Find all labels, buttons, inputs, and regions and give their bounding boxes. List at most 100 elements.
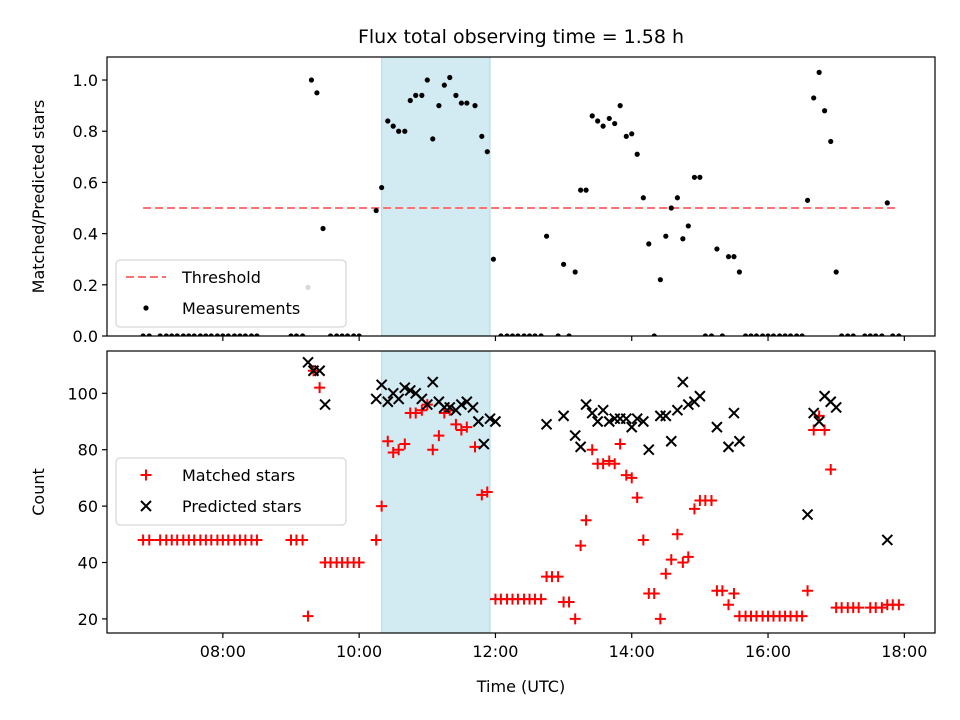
- measurement-point: [498, 333, 504, 336]
- x-tick-label: 10:00: [336, 642, 382, 661]
- y-tick-label: 0.6: [73, 173, 98, 192]
- legend-label: Threshold: [181, 268, 261, 287]
- legend: Matched stars Predicted stars: [115, 457, 347, 526]
- y-axis-label: Matched/Predicted stars: [29, 100, 48, 294]
- predicted-point: [665, 435, 677, 447]
- matched-point: [671, 528, 683, 540]
- matched-point: [297, 534, 309, 546]
- measurement-point: [600, 123, 606, 129]
- measurement-point: [543, 233, 550, 239]
- predicted-point: [626, 421, 638, 433]
- measurement-point: [845, 333, 851, 336]
- matched-point: [314, 382, 326, 394]
- matched-point: [876, 602, 888, 614]
- measurement-point: [396, 128, 402, 134]
- predicted-point: [302, 356, 314, 368]
- measurement-point: [753, 333, 760, 336]
- y-tick-label: 0.2: [73, 276, 98, 295]
- y-tick-label: 40: [78, 554, 98, 573]
- matched-point: [393, 444, 405, 456]
- measurement-point: [157, 333, 163, 336]
- measurement-point: [254, 333, 260, 336]
- measurement-point: [203, 333, 209, 336]
- predicted-point: [631, 412, 643, 425]
- matched-point: [660, 568, 672, 580]
- measurement-point: [339, 333, 345, 336]
- matched-point: [552, 571, 564, 583]
- x-tick-label: 14:00: [609, 642, 655, 661]
- measurement-point: [777, 333, 783, 336]
- predicted-point: [455, 398, 468, 411]
- measurement-point: [770, 333, 777, 336]
- measurement-point: [379, 184, 385, 191]
- measurement-point: [390, 123, 396, 129]
- predicted-point: [711, 421, 723, 433]
- legend-marker-handle: [140, 500, 152, 512]
- matched-point: [728, 588, 740, 600]
- measurement-point: [146, 333, 152, 336]
- predicted-point: [478, 438, 490, 450]
- matched-point: [802, 585, 814, 597]
- measurement-point: [794, 333, 800, 336]
- matched-point: [302, 610, 314, 622]
- measurement-point: [583, 187, 589, 193]
- measurement-point: [334, 333, 340, 336]
- matched-point: [620, 469, 632, 481]
- measurement-point: [578, 187, 584, 193]
- matched-point: [682, 551, 694, 563]
- matched-point: [382, 435, 394, 447]
- measurement-point: [351, 333, 357, 336]
- predicted-point: [807, 407, 820, 419]
- measurement-point: [484, 149, 490, 155]
- measurement-point: [651, 333, 657, 336]
- predicted-point: [603, 415, 615, 428]
- y-axis-label: Count: [29, 468, 48, 516]
- predicted-point: [643, 443, 655, 456]
- matched-point: [461, 421, 473, 433]
- legend-marker-handle: [143, 305, 149, 311]
- measurement-point: [697, 174, 703, 180]
- matched-point: [631, 492, 643, 504]
- matched-point: [399, 438, 411, 450]
- series-matched-stars: [137, 365, 905, 625]
- matched-point: [808, 424, 820, 436]
- measurement-point: [725, 254, 732, 260]
- measurement-point: [504, 333, 510, 336]
- predicted-point: [654, 410, 667, 422]
- series-predicted-stars: [302, 356, 894, 546]
- measurement-point: [214, 333, 220, 336]
- measurement-point: [685, 223, 691, 229]
- measurement-point: [839, 333, 845, 336]
- measurement-point: [472, 103, 478, 109]
- predicted-point: [313, 365, 326, 377]
- matched-point: [853, 602, 865, 614]
- y-tick-label: 80: [78, 441, 98, 460]
- measurement-point: [373, 207, 379, 214]
- predicted-point: [637, 415, 650, 428]
- measurement-point: [327, 333, 334, 336]
- legend-label: Measurements: [182, 299, 300, 318]
- matched-point: [609, 458, 621, 470]
- measurement-point: [436, 103, 442, 109]
- predicted-point: [580, 398, 592, 411]
- measurement-point: [623, 133, 629, 139]
- measurement-point: [884, 200, 890, 206]
- measurement-point: [555, 333, 561, 336]
- measurement-point: [879, 333, 885, 336]
- measurement-point: [890, 333, 896, 336]
- matched-point: [893, 599, 905, 611]
- matched-point: [648, 588, 660, 600]
- matched-point: [575, 540, 587, 552]
- y-tick-label: 20: [78, 610, 98, 629]
- y-tick-label: 100: [67, 384, 98, 403]
- predicted-point: [569, 429, 581, 442]
- measurement-point: [816, 69, 822, 75]
- matched-point: [614, 438, 626, 450]
- measurement-point: [736, 269, 743, 275]
- predicted-point: [722, 441, 735, 453]
- plot-area: [140, 69, 902, 336]
- measurement-point: [526, 333, 533, 336]
- measurement-point: [782, 333, 788, 336]
- predicted-point: [489, 415, 502, 428]
